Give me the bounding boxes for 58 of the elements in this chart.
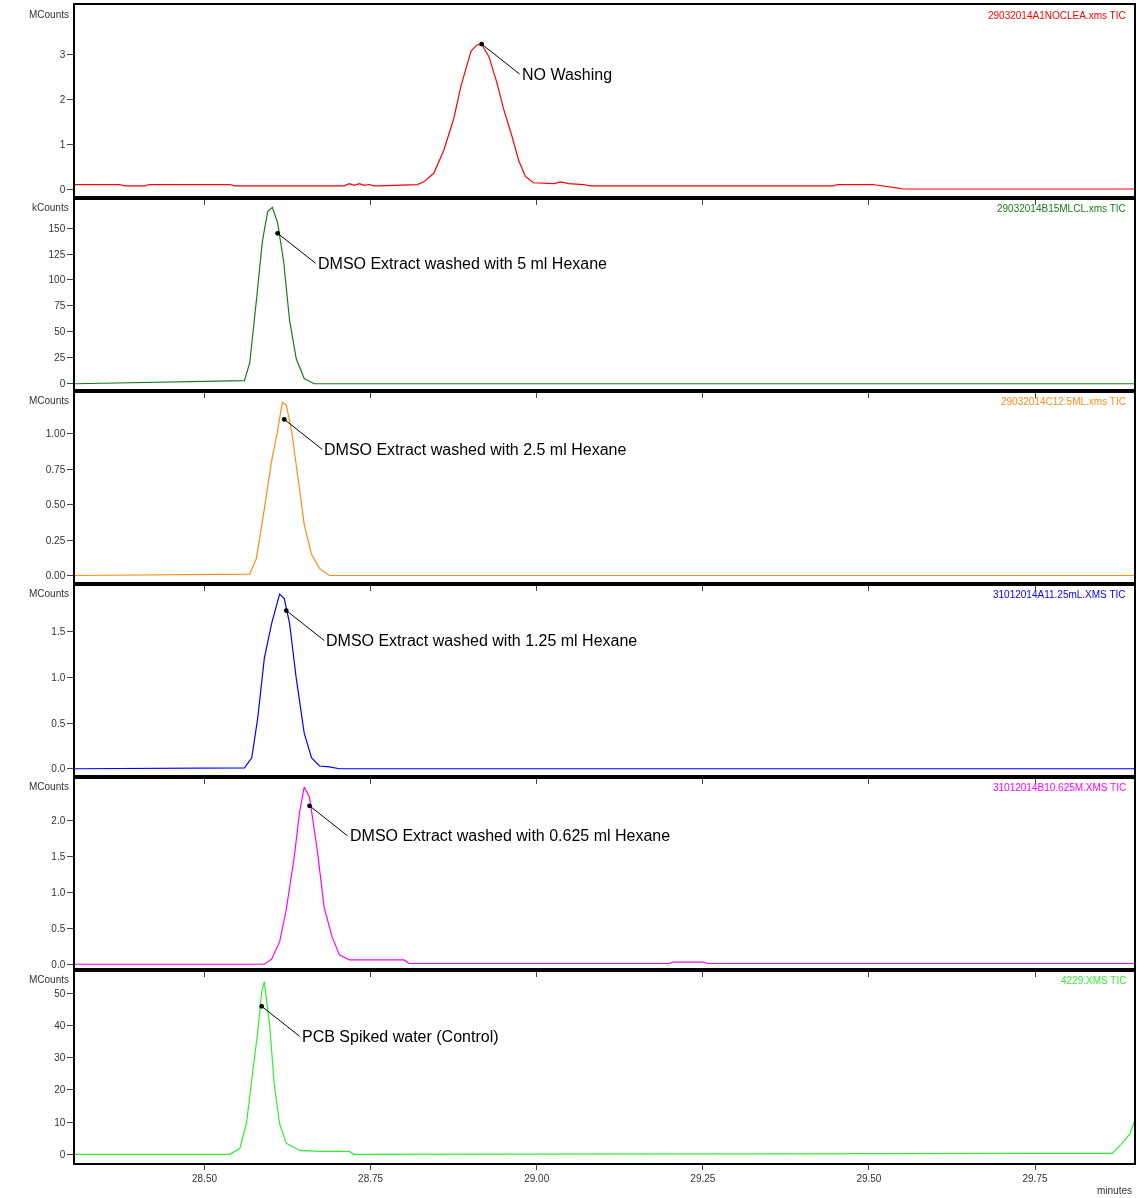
- y-axis-title: MCounts: [29, 781, 70, 792]
- y-tick-label: 50: [54, 987, 66, 999]
- text: 31012014B10.625M.XMS TIC: [993, 782, 1127, 793]
- y-tick-label: 125: [48, 248, 66, 260]
- text: 4229.XMS TIC: [1061, 975, 1127, 986]
- y-axis-title: MCounts: [29, 588, 70, 599]
- y-tick-label: 50: [54, 326, 66, 338]
- text: 29032014B15MLCL.xms TIC: [997, 203, 1126, 214]
- annotation: DMSO Extract washed with 2.5 ml Hexane: [324, 441, 627, 458]
- annotation: DMSO Extract washed with 1.25 ml Hexane: [326, 632, 638, 649]
- y-axis-title: kCounts: [32, 202, 69, 213]
- annotation: DMSO Extract washed with 0.625 ml Hexane: [350, 827, 671, 844]
- annotation: NO Washing: [522, 66, 613, 83]
- y-tick-label: 0.0: [51, 763, 66, 775]
- y-tick-label: 0.5: [51, 922, 66, 934]
- y-tick-label: 2.0: [51, 814, 66, 826]
- y-tick-label: 0.50: [45, 499, 66, 511]
- text: 29032014C12.5ML.xms TIC: [1001, 396, 1126, 407]
- x-tick-label: 29.50: [856, 1172, 882, 1184]
- text: 29032014A1NOCLEA.xms TIC: [988, 10, 1126, 21]
- y-tick-label: 0.00: [45, 569, 66, 581]
- y-tick-label: 0: [59, 183, 66, 195]
- y-tick-label: 75: [54, 300, 66, 312]
- y-tick-label: 40: [54, 1020, 66, 1032]
- annotation: PCB Spiked water (Control): [302, 1028, 499, 1045]
- y-tick-label: 1.0: [51, 886, 66, 898]
- annotation: DMSO Extract washed with 5 ml Hexane: [318, 255, 608, 272]
- y-axis-title: MCounts: [29, 974, 70, 985]
- x-axis-title: minutes: [1097, 1185, 1133, 1196]
- y-tick-label: 1.0: [51, 671, 66, 683]
- y-tick-label: 0.0: [51, 958, 66, 970]
- y-tick-label: 1: [59, 138, 66, 150]
- x-tick-label: 29.00: [524, 1172, 550, 1184]
- y-tick-label: 100: [48, 274, 66, 286]
- line-series: [75, 206, 1134, 385]
- y-tick-label: 0.25: [45, 534, 66, 546]
- x-tick-label: 28.50: [192, 1172, 218, 1184]
- x-tick-label: 28.75: [358, 1172, 384, 1184]
- line-series: [75, 43, 1134, 190]
- y-axis-title: MCounts: [29, 395, 70, 406]
- text: 31012014A11.25mL.XMS TIC: [993, 589, 1126, 600]
- y-tick-label: 30: [54, 1052, 66, 1064]
- y-tick-label: 25: [54, 352, 66, 364]
- y-tick-label: 20: [54, 1084, 66, 1096]
- y-tick-label: 10: [54, 1116, 66, 1128]
- y-tick-label: 1.00: [45, 428, 66, 440]
- x-tick-label: 29.75: [1022, 1172, 1048, 1184]
- y-tick-label: 1.5: [51, 850, 66, 862]
- x-tick-label: 29.25: [690, 1172, 716, 1184]
- y-tick-label: 150: [48, 222, 66, 234]
- y-tick-label: 1.5: [51, 626, 66, 638]
- y-tick-label: 0.75: [45, 463, 66, 475]
- y-tick-label: 3: [59, 48, 66, 60]
- y-tick-label: 0: [59, 378, 66, 390]
- y-axis-title: MCounts: [29, 9, 70, 20]
- y-tick-label: 0: [59, 1148, 66, 1160]
- y-tick-label: 2: [59, 93, 66, 105]
- y-tick-label: 0.5: [51, 717, 66, 729]
